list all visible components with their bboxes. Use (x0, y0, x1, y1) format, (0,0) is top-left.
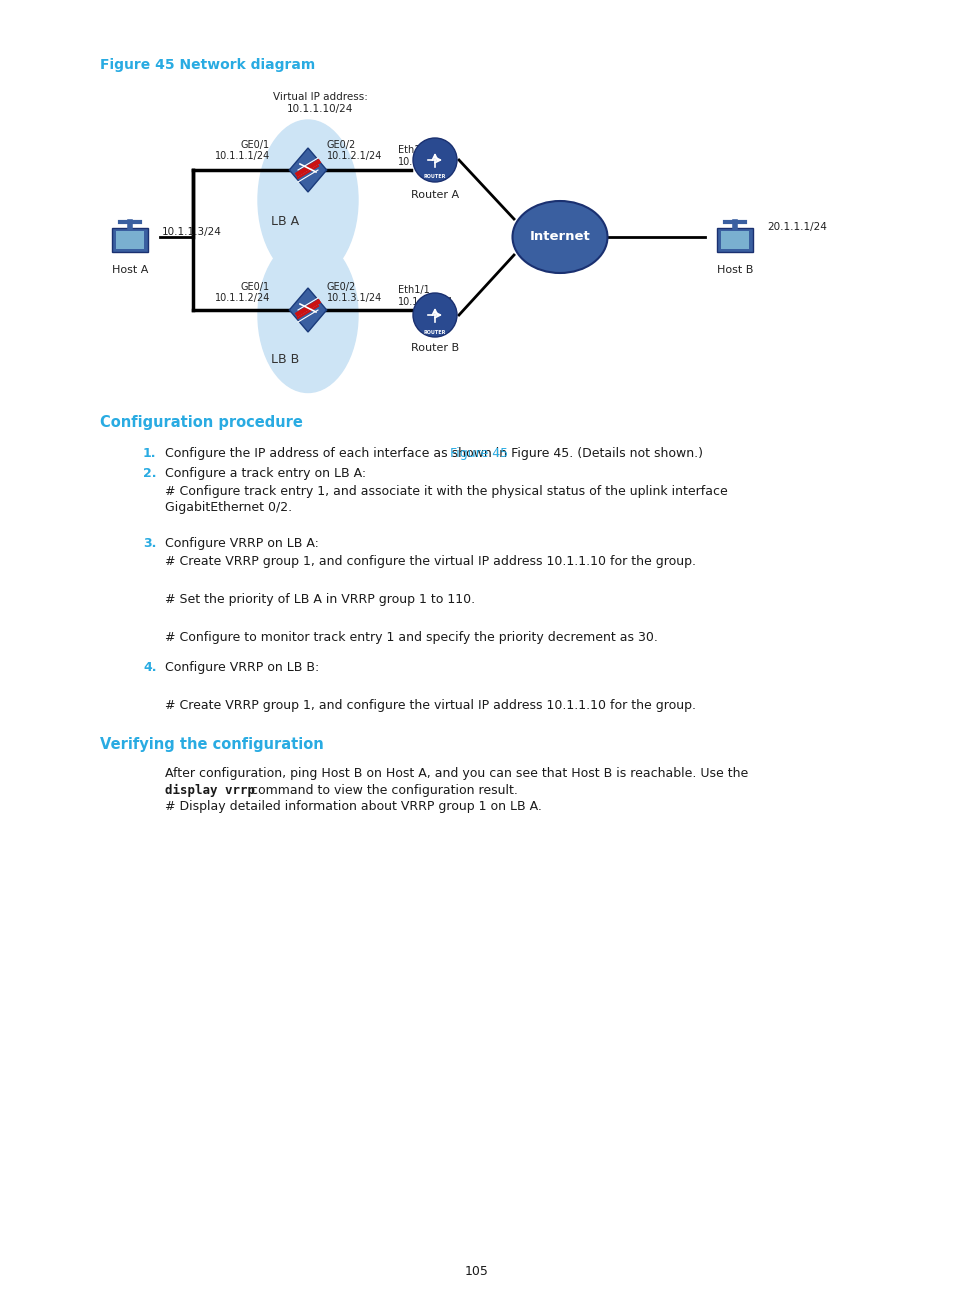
Text: 10.1.1.10/24: 10.1.1.10/24 (287, 104, 353, 114)
FancyBboxPatch shape (720, 231, 748, 249)
Text: Eth1/1: Eth1/1 (397, 285, 429, 295)
Text: Configure the IP address of each interface as shown in Figure 45. (Details not s: Configure the IP address of each interfa… (165, 447, 702, 460)
Text: Host B: Host B (716, 264, 753, 275)
Text: Router A: Router A (411, 191, 458, 200)
Text: 1.: 1. (143, 447, 156, 460)
Text: 10.1.1.3/24: 10.1.1.3/24 (162, 227, 222, 237)
Text: 10.1.3.2/24: 10.1.3.2/24 (397, 297, 453, 307)
Text: # Create VRRP group 1, and configure the virtual IP address 10.1.1.10 for the gr: # Create VRRP group 1, and configure the… (165, 699, 696, 712)
Text: display vrrp: display vrrp (165, 784, 254, 797)
Text: Virtual IP address:: Virtual IP address: (273, 92, 367, 102)
Text: Figure 45 Network diagram: Figure 45 Network diagram (100, 58, 314, 73)
Text: 10.1.1.1/24: 10.1.1.1/24 (214, 152, 270, 161)
Text: Host A: Host A (112, 264, 148, 275)
Text: # Set the priority of LB A in VRRP group 1 to 110.: # Set the priority of LB A in VRRP group… (165, 594, 475, 607)
Text: GigabitEthernet 0/2.: GigabitEthernet 0/2. (165, 502, 292, 515)
Text: 4.: 4. (143, 661, 156, 674)
Ellipse shape (257, 121, 357, 280)
Text: 10.1.3.1/24: 10.1.3.1/24 (327, 293, 382, 303)
FancyBboxPatch shape (116, 231, 144, 249)
Text: Internet: Internet (529, 231, 590, 244)
FancyBboxPatch shape (717, 228, 752, 251)
Text: 20.1.1.1/24: 20.1.1.1/24 (766, 222, 826, 232)
Text: 3.: 3. (143, 537, 156, 550)
Text: Figure 45: Figure 45 (450, 447, 508, 460)
Circle shape (413, 293, 456, 337)
Text: Router B: Router B (411, 343, 458, 353)
Text: LB A: LB A (271, 215, 298, 228)
Text: Configure a track entry on LB A:: Configure a track entry on LB A: (165, 467, 366, 480)
Circle shape (413, 137, 456, 181)
Text: ROUTER: ROUTER (423, 175, 446, 180)
Ellipse shape (512, 201, 607, 273)
FancyBboxPatch shape (112, 228, 148, 251)
Text: 10.1.2.2/24: 10.1.2.2/24 (397, 157, 453, 167)
Text: GE0/2: GE0/2 (327, 140, 355, 150)
Text: Configure VRRP on LB B:: Configure VRRP on LB B: (165, 661, 319, 674)
Text: # Configure track entry 1, and associate it with the physical status of the upli: # Configure track entry 1, and associate… (165, 485, 727, 498)
Text: GE0/1: GE0/1 (240, 140, 270, 150)
Text: command to view the configuration result.: command to view the configuration result… (247, 784, 517, 797)
Text: 10.1.2.1/24: 10.1.2.1/24 (327, 152, 382, 161)
Text: 105: 105 (464, 1265, 489, 1278)
Text: 2.: 2. (143, 467, 156, 480)
Text: GE0/2: GE0/2 (327, 283, 355, 292)
Text: ROUTER: ROUTER (423, 329, 446, 334)
Text: LB B: LB B (271, 353, 299, 365)
Text: Configure VRRP on LB A:: Configure VRRP on LB A: (165, 537, 318, 550)
Text: Configuration procedure: Configuration procedure (100, 415, 302, 430)
Text: After configuration, ping Host B on Host A, and you can see that Host B is reach: After configuration, ping Host B on Host… (165, 767, 747, 780)
Polygon shape (289, 148, 326, 192)
Text: GE0/1: GE0/1 (240, 283, 270, 292)
Text: 10.1.1.2/24: 10.1.1.2/24 (214, 293, 270, 303)
Text: # Configure to monitor track entry 1 and specify the priority decrement as 30.: # Configure to monitor track entry 1 and… (165, 631, 658, 644)
Polygon shape (289, 288, 326, 332)
Text: Eth1/1: Eth1/1 (397, 145, 429, 156)
Text: # Display detailed information about VRRP group 1 on LB A.: # Display detailed information about VRR… (165, 800, 541, 813)
Text: # Create VRRP group 1, and configure the virtual IP address 10.1.1.10 for the gr: # Create VRRP group 1, and configure the… (165, 555, 696, 568)
Ellipse shape (257, 237, 357, 393)
Text: Verifying the configuration: Verifying the configuration (100, 737, 323, 752)
